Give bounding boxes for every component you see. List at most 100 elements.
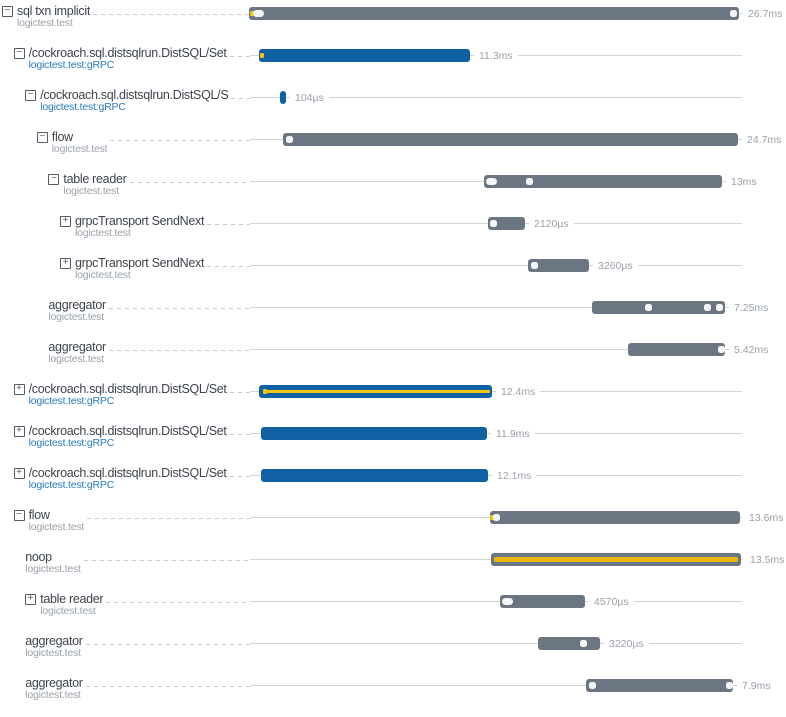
span-bar[interactable]	[249, 7, 739, 20]
leader-line	[229, 434, 250, 435]
span-service: logictest.test	[48, 353, 104, 365]
leader-line	[129, 182, 250, 183]
span-name: sql txn implicit	[17, 4, 90, 18]
duration-label: 26.7ms	[743, 8, 786, 20]
duration-label: 4570µs	[589, 596, 634, 608]
span-service: logictest.test	[75, 269, 131, 281]
expand-toggle-icon[interactable]: +	[25, 594, 37, 605]
span-name: aggregator	[25, 676, 83, 690]
duration-label: 13.6ms	[744, 512, 786, 524]
span-bar[interactable]	[500, 595, 585, 608]
span-name: /cockroach.sql.distsqlrun.DistSQL/Set	[28, 382, 227, 396]
duration-label: 12.4ms	[496, 386, 541, 398]
span-label-group: − /cockroach.sql.distsqlrun.DistSQL/S lo…	[25, 88, 250, 113]
duration-label: 104µs	[290, 92, 329, 104]
span-bar[interactable]	[592, 301, 725, 314]
collapse-toggle-icon[interactable]: −	[48, 174, 60, 185]
duration-label: 11.3ms	[474, 50, 518, 62]
span-bar[interactable]	[488, 217, 525, 230]
span-bar[interactable]	[261, 469, 488, 482]
duration-label: 3260µs	[593, 260, 638, 272]
span-label-group: + /cockroach.sql.distsqlrun.DistSQL/Set …	[13, 424, 250, 449]
span-label-group: noop logictest.test	[25, 550, 250, 575]
leader-line	[108, 308, 250, 309]
event-marker-icon	[253, 10, 264, 17]
span-label-group: − /cockroach.sql.distsqlrun.DistSQL/Set …	[13, 46, 250, 71]
span-row: + /cockroach.sql.distsqlrun.DistSQL/Set …	[0, 381, 786, 423]
timeline-line	[250, 265, 742, 266]
collapse-toggle-icon[interactable]: −	[13, 48, 25, 59]
span-service: logictest.test	[25, 689, 81, 701]
span-names: table reader logictest.test	[63, 172, 126, 197]
span-bar[interactable]	[628, 343, 725, 356]
leader-line	[106, 602, 250, 603]
event-marker-icon	[263, 389, 267, 394]
span-bar[interactable]	[490, 511, 740, 524]
duration-label: 12.1ms	[492, 470, 537, 482]
event-marker-icon	[580, 640, 587, 647]
collapse-toggle-icon[interactable]: −	[25, 90, 37, 101]
span-bar[interactable]	[491, 553, 741, 566]
span-row: − /cockroach.sql.distsqlrun.DistSQL/S lo…	[0, 87, 786, 129]
span-label-group: + grpcTransport SendNext logictest.test	[60, 256, 250, 281]
span-name: /cockroach.sql.distsqlrun.DistSQL/S	[40, 88, 229, 102]
span-bar[interactable]	[283, 133, 738, 146]
span-row: + /cockroach.sql.distsqlrun.DistSQL/Set …	[0, 465, 786, 507]
span-name: flow	[51, 130, 73, 144]
event-marker-icon	[502, 598, 513, 605]
span-service: logictest.test:gRPC	[28, 59, 115, 71]
span-names: /cockroach.sql.distsqlrun.DistSQL/Set lo…	[29, 382, 227, 407]
span-row: aggregator logictest.test 7.9ms	[0, 675, 786, 717]
span-bar[interactable]	[586, 679, 733, 692]
span-name: noop	[25, 550, 52, 564]
span-bar[interactable]	[259, 385, 492, 398]
expand-toggle-icon[interactable]: +	[60, 258, 71, 269]
span-label-group: − flow logictest.test	[36, 130, 250, 155]
leader-line	[110, 140, 250, 141]
span-label-group: + /cockroach.sql.distsqlrun.DistSQL/Set …	[13, 382, 250, 407]
span-bar[interactable]	[484, 175, 722, 188]
span-names: table reader logictest.test	[40, 592, 103, 617]
collapse-toggle-icon[interactable]: −	[13, 510, 25, 521]
span-bar[interactable]	[280, 91, 286, 104]
expand-toggle-icon[interactable]: +	[60, 216, 71, 227]
duration-label: 13ms	[726, 176, 762, 188]
span-name: grpcTransport SendNext	[75, 214, 205, 228]
span-names: /cockroach.sql.distsqlrun.DistSQL/Set lo…	[29, 466, 227, 491]
span-name: /cockroach.sql.distsqlrun.DistSQL/Set	[28, 46, 227, 60]
span-row: − flow logictest.test 13.6ms	[0, 507, 786, 549]
span-names: flow logictest.test	[29, 508, 85, 533]
span-names: aggregator logictest.test	[48, 298, 105, 323]
span-label-group: − table reader logictest.test	[48, 172, 250, 197]
span-service: logictest.test:gRPC	[40, 101, 126, 113]
span-row: aggregator logictest.test 3220µs	[0, 633, 786, 675]
span-bar[interactable]	[538, 637, 600, 650]
span-name: grpcTransport SendNext	[75, 256, 205, 270]
span-label-group: aggregator logictest.test	[25, 676, 250, 701]
expand-toggle-icon[interactable]: +	[13, 426, 25, 437]
span-bar[interactable]	[261, 427, 487, 440]
span-service: logictest.test	[48, 311, 104, 323]
leader-line	[229, 392, 250, 393]
event-marker-icon	[286, 136, 293, 143]
span-names: /cockroach.sql.distsqlrun.DistSQL/Set lo…	[29, 46, 227, 71]
event-marker-icon	[730, 10, 737, 17]
expand-toggle-icon[interactable]: +	[13, 384, 25, 395]
span-name: /cockroach.sql.distsqlrun.DistSQL/Set	[28, 466, 227, 480]
expand-toggle-icon[interactable]: +	[13, 468, 25, 479]
collapse-toggle-icon[interactable]: −	[36, 132, 48, 143]
span-bar[interactable]	[528, 259, 589, 272]
span-names: grpcTransport SendNext logictest.test	[75, 256, 204, 281]
collapse-toggle-icon[interactable]: −	[2, 6, 13, 17]
event-marker-icon	[260, 53, 264, 58]
duration-label: 7.25ms	[729, 302, 774, 314]
span-bar[interactable]	[259, 49, 470, 62]
span-name: aggregator	[48, 298, 106, 312]
span-names: sql txn implicit logictest.test	[17, 4, 90, 29]
duration-label: 24.7ms	[742, 134, 786, 146]
leader-line	[207, 224, 250, 225]
span-service: logictest.test	[51, 143, 108, 155]
duration-label: 7.9ms	[737, 680, 776, 692]
event-marker-icon	[726, 682, 733, 689]
